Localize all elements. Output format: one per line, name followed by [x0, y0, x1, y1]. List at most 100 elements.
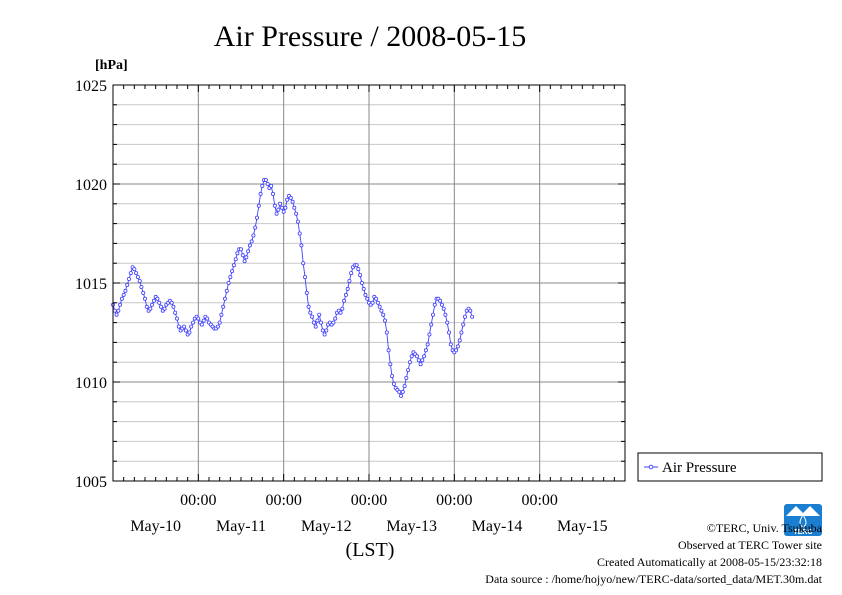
data-point	[226, 280, 231, 285]
x-date-label: May-11	[216, 518, 266, 535]
data-point	[253, 225, 258, 230]
data-point	[171, 304, 176, 309]
data-point	[173, 310, 178, 315]
data-point	[196, 316, 201, 321]
data-point	[137, 278, 142, 283]
data-point	[398, 393, 403, 398]
data-point	[249, 239, 254, 244]
observed-text: Observed at TERC Tower site	[678, 538, 822, 552]
data-point	[270, 191, 275, 196]
data-point	[142, 296, 147, 301]
data-point	[446, 330, 451, 335]
data-point	[468, 308, 473, 313]
data-point	[457, 338, 462, 343]
y-axis: 1005 1010 1015 1020 1025	[75, 78, 625, 491]
data-point	[274, 211, 279, 216]
x-date-label: May-13	[386, 518, 437, 535]
data-point	[112, 308, 117, 313]
data-point	[313, 324, 318, 329]
data-point	[429, 322, 434, 327]
data-point	[151, 298, 156, 303]
data-point	[322, 332, 327, 337]
data-point	[459, 330, 464, 335]
data-point	[235, 251, 240, 256]
data-point	[301, 261, 306, 266]
data-point	[246, 249, 251, 254]
data-point	[174, 316, 179, 321]
data-point	[276, 207, 281, 212]
data-point	[290, 199, 295, 204]
data-point	[302, 275, 307, 280]
data-point	[438, 298, 443, 303]
data-point	[205, 316, 210, 321]
data-point	[377, 304, 382, 309]
data-point	[375, 300, 380, 305]
data-point	[443, 312, 448, 317]
x-date-label: May-12	[301, 518, 352, 535]
x-date-label: May-14	[472, 518, 523, 535]
data-point	[128, 271, 133, 276]
data-point	[294, 211, 299, 216]
y-tick-label: 1005	[75, 474, 107, 491]
data-point	[222, 296, 227, 301]
data-point	[263, 177, 268, 182]
x-time-label: 00:00	[265, 492, 301, 509]
data-point	[318, 320, 323, 325]
data-point	[324, 328, 329, 333]
x-time-label: 00:00	[351, 492, 387, 509]
created-text: Created Automatically at 2008-05-15/23:3…	[597, 555, 822, 569]
data-point	[254, 215, 259, 220]
x-axis-label: (LST)	[346, 539, 395, 561]
data-point	[418, 362, 423, 367]
data-point	[315, 318, 320, 323]
data-point	[414, 354, 419, 359]
data-point	[288, 195, 293, 200]
data-point	[148, 306, 153, 311]
source-text: Data source : /home/hojyo/new/TERC-data/…	[485, 572, 822, 586]
data-point	[121, 292, 126, 297]
data-point	[409, 354, 414, 359]
terc-logo: TERC	[784, 504, 822, 536]
data-point	[278, 201, 283, 206]
data-point	[441, 306, 446, 311]
data-point	[356, 267, 361, 272]
data-point	[423, 348, 428, 353]
data-point	[420, 358, 425, 363]
data-point	[381, 312, 386, 317]
data-point	[416, 358, 421, 363]
data-point	[308, 310, 313, 315]
data-point	[338, 310, 343, 315]
data-point	[422, 354, 427, 359]
data-point	[162, 306, 167, 311]
data-point	[189, 324, 194, 329]
legend: Air Pressure	[637, 452, 823, 482]
data-point	[199, 322, 204, 327]
data-point	[127, 276, 132, 281]
data-point	[256, 203, 261, 208]
data-point	[295, 219, 300, 224]
data-point	[391, 381, 396, 386]
legend-box	[637, 452, 823, 482]
data-point	[272, 203, 277, 208]
data-point	[258, 191, 263, 196]
data-point	[269, 183, 274, 188]
data-point	[432, 302, 437, 307]
data-point	[406, 368, 411, 373]
data-point	[139, 284, 144, 289]
data-point	[462, 314, 467, 319]
data-point	[219, 312, 224, 317]
y-tick-label: 1025	[75, 78, 107, 95]
data-point	[331, 320, 336, 325]
data-point	[345, 286, 350, 291]
data-point	[455, 344, 460, 349]
data-point	[304, 290, 309, 295]
data-point	[349, 271, 354, 276]
data-point	[176, 324, 181, 329]
data-point	[231, 263, 236, 268]
data-point	[183, 328, 188, 333]
data-point	[221, 304, 226, 309]
data-point	[370, 300, 375, 305]
data-point	[114, 312, 119, 317]
x-axis: 00:00 00:00 00:00 00:00 00:00 May-10 May-11 May…	[123, 85, 615, 535]
data-point	[247, 243, 252, 248]
